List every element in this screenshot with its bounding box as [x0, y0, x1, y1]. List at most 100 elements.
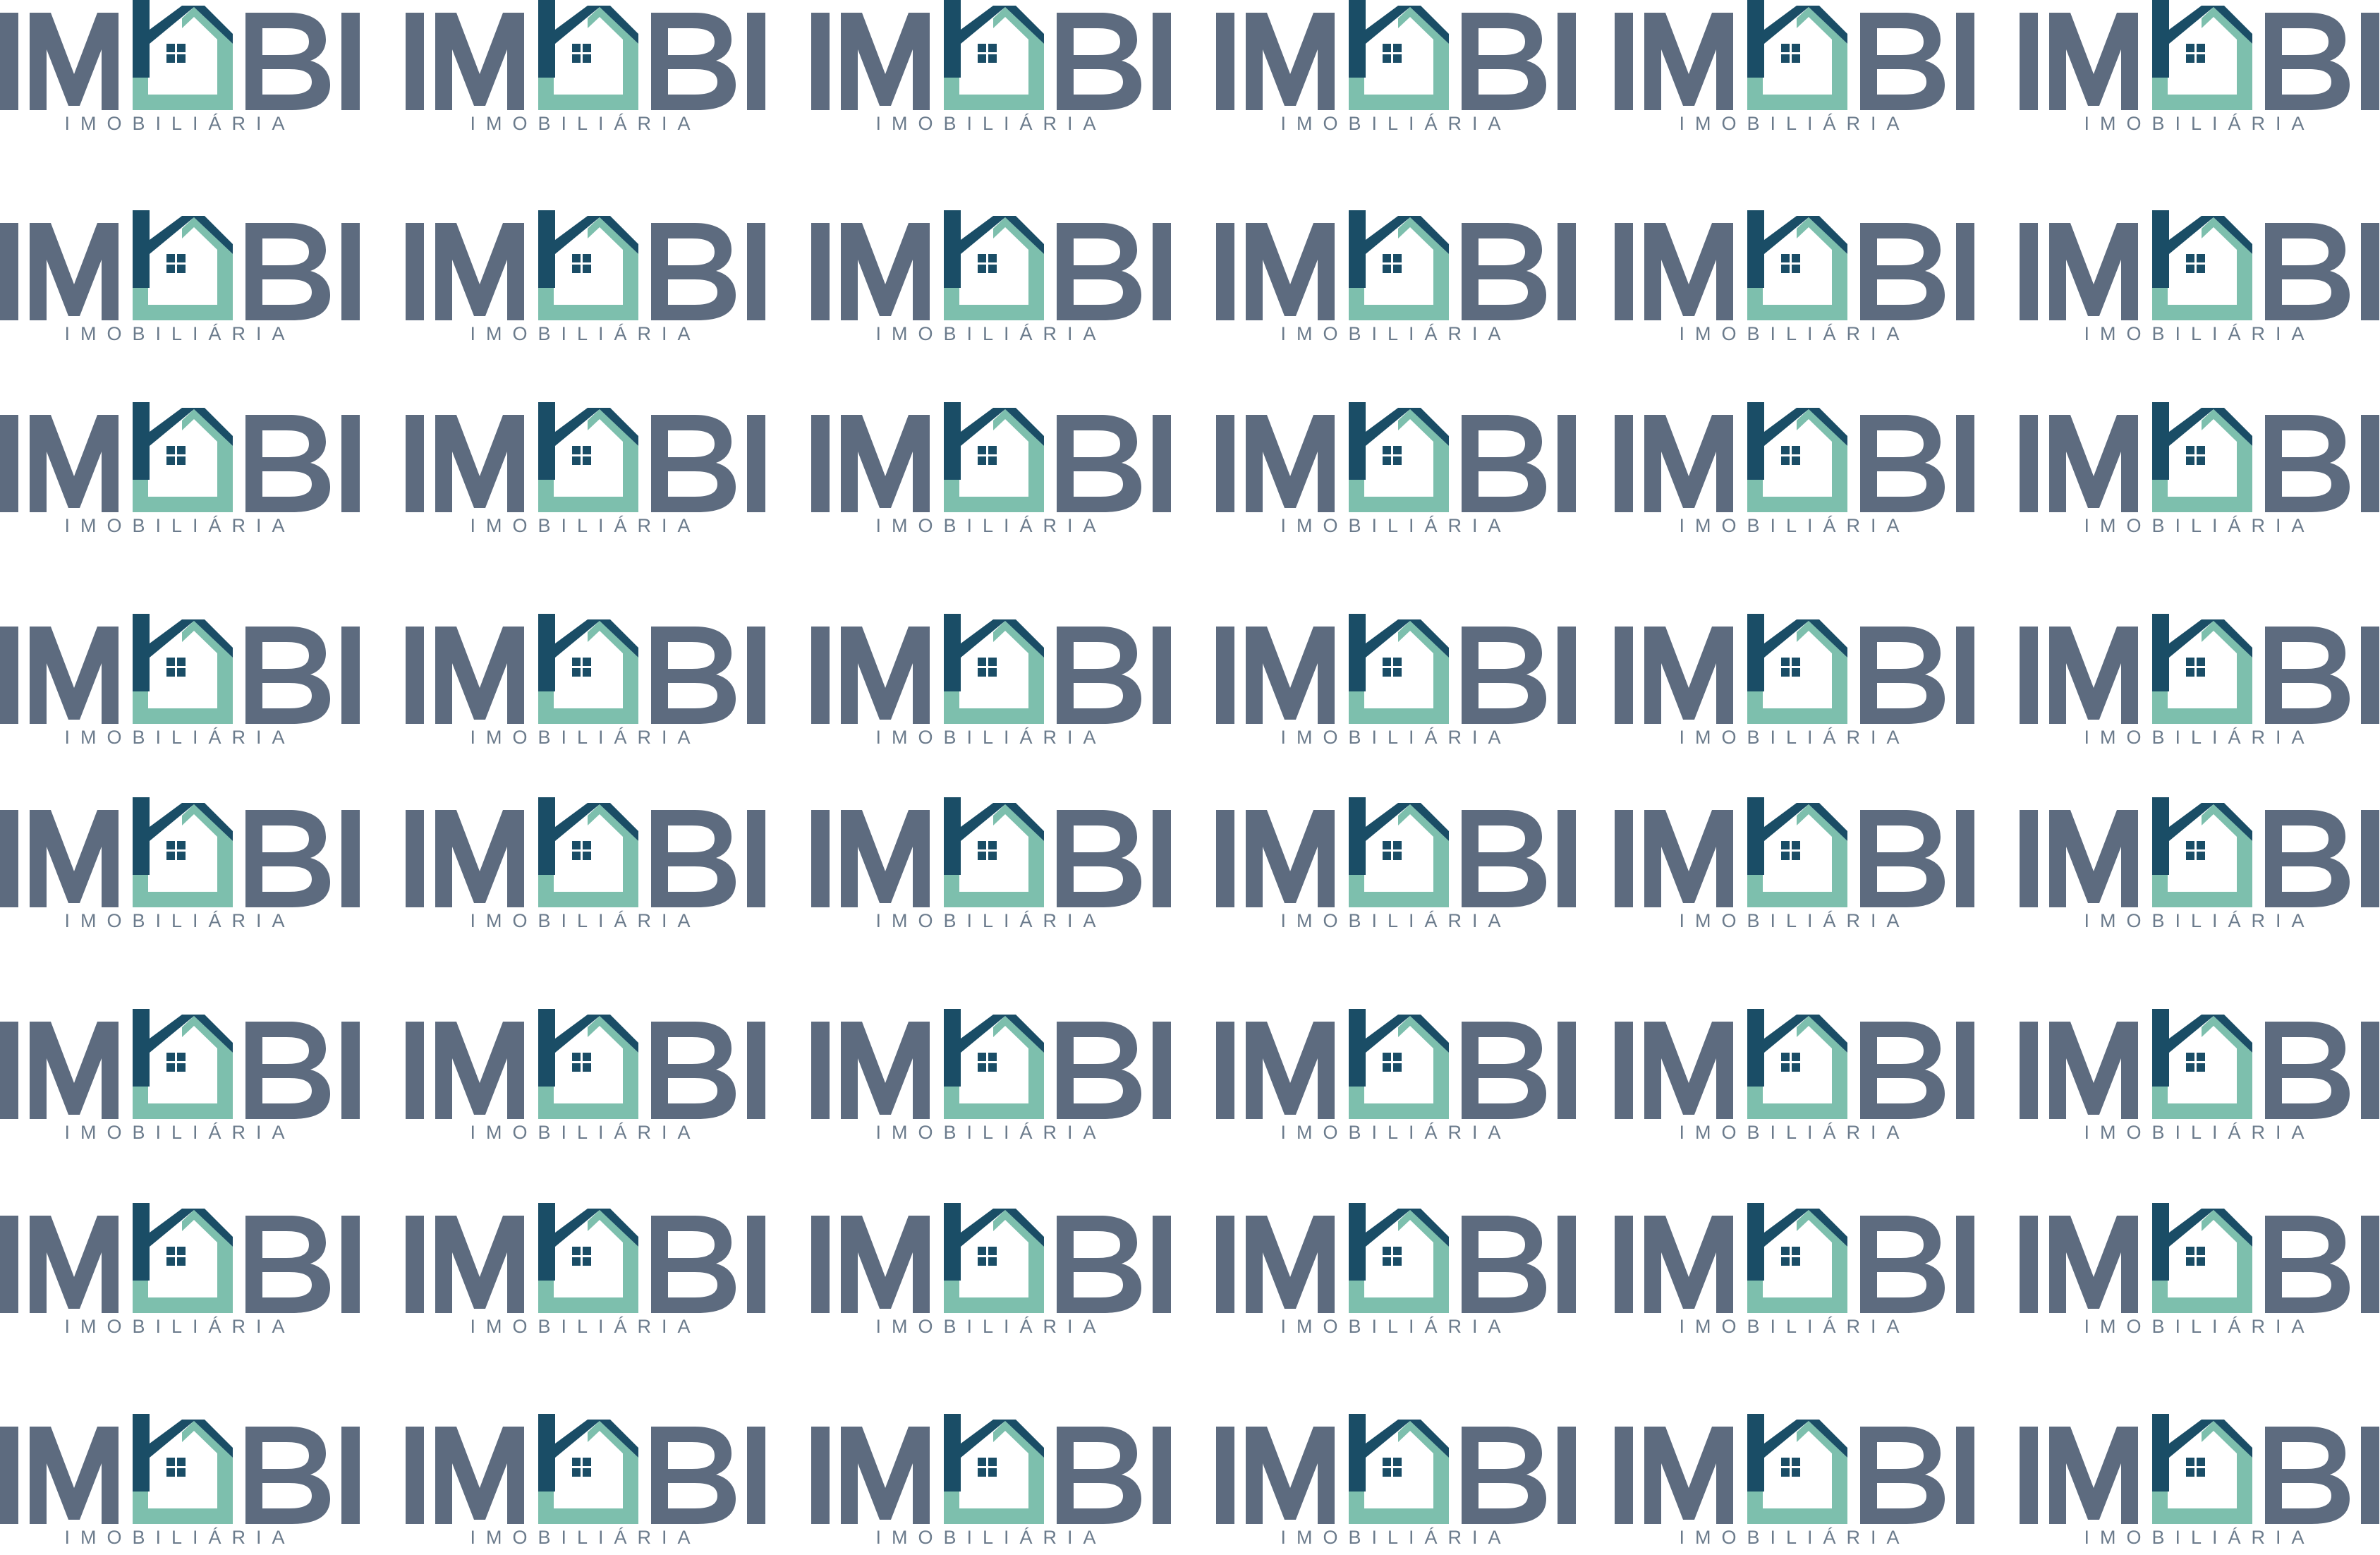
logo-tagline: IMOBILIÁRIA: [1679, 323, 1910, 344]
logo-tagline: IMOBILIÁRIA: [64, 515, 296, 536]
logo-tile: IMOBILIÁRIA: [2020, 1009, 2379, 1150]
logo-tile: IMOBILIÁRIA: [0, 0, 360, 141]
letter-b: [1057, 810, 1141, 907]
letter-i: [747, 627, 765, 724]
letter-i: [2020, 1427, 2038, 1524]
logo-tile: IMOBILIÁRIA: [2020, 614, 2379, 755]
house-icon: [1349, 614, 1449, 724]
logo-mark: [1615, 402, 1974, 512]
logo-tile: IMOBILIÁRIA: [1615, 1203, 1974, 1344]
letter-b: [651, 1022, 736, 1119]
letter-m: [841, 1022, 930, 1119]
letter-m: [2049, 415, 2138, 512]
house-icon: [133, 614, 233, 724]
logo-tile: IMOBILIÁRIA: [1615, 1414, 1974, 1555]
letter-i: [0, 415, 18, 512]
letter-m: [30, 810, 119, 907]
letter-i: [341, 1216, 360, 1313]
letter-i: [1216, 627, 1234, 724]
logo-tagline: IMOBILIÁRIA: [64, 1527, 296, 1548]
logo-tile: IMOBILIÁRIA: [0, 1414, 360, 1555]
logo-tile: IMOBILIÁRIA: [1216, 1203, 1576, 1344]
logo-tile: IMOBILIÁRIA: [406, 797, 765, 938]
letter-b: [1860, 13, 1945, 110]
letter-i: [1153, 1216, 1171, 1313]
letter-b: [1057, 13, 1141, 110]
logo-tile: IMOBILIÁRIA: [811, 0, 1171, 141]
house-icon: [1747, 1414, 1847, 1524]
logo-mark: [811, 402, 1171, 512]
letter-m: [30, 1216, 119, 1313]
logo-mark: [1216, 210, 1576, 320]
logo-tile: IMOBILIÁRIA: [2020, 210, 2379, 351]
logo-tagline: IMOBILIÁRIA: [1280, 910, 1512, 931]
logo-tagline: IMOBILIÁRIA: [1280, 113, 1512, 134]
letter-b: [2265, 1427, 2350, 1524]
logo-tagline: IMOBILIÁRIA: [1679, 113, 1910, 134]
letter-i: [747, 1216, 765, 1313]
letter-b: [1462, 627, 1546, 724]
logo-tile: IMOBILIÁRIA: [0, 1009, 360, 1150]
letter-m: [30, 13, 119, 110]
logo-mark: [2020, 1414, 2379, 1524]
letter-b: [1057, 223, 1141, 320]
letter-i: [341, 13, 360, 110]
letter-i: [1558, 223, 1576, 320]
house-icon: [1349, 210, 1449, 320]
letter-b: [1057, 1427, 1141, 1524]
letter-b: [245, 1427, 330, 1524]
logo-tile: IMOBILIÁRIA: [811, 210, 1171, 351]
letter-b: [1057, 1022, 1141, 1119]
logo-tile: IMOBILIÁRIA: [811, 1414, 1171, 1555]
letter-i: [1956, 223, 1974, 320]
letter-m: [2049, 1216, 2138, 1313]
logo-tile: IMOBILIÁRIA: [2020, 797, 2379, 938]
logo-tagline: IMOBILIÁRIA: [2084, 727, 2315, 748]
letter-b: [1860, 1022, 1945, 1119]
logo-tile: IMOBILIÁRIA: [1216, 1009, 1576, 1150]
letter-i: [406, 223, 424, 320]
letter-b: [2265, 1022, 2350, 1119]
logo-mark: [1216, 0, 1576, 110]
logo-tagline: IMOBILIÁRIA: [875, 515, 1107, 536]
letter-i: [811, 13, 830, 110]
house-icon: [133, 210, 233, 320]
letter-i: [1558, 627, 1576, 724]
logo-tagline: IMOBILIÁRIA: [1679, 515, 1910, 536]
letter-m: [30, 415, 119, 512]
house-icon: [1349, 1414, 1449, 1524]
logo-tagline: IMOBILIÁRIA: [2084, 515, 2315, 536]
house-icon: [538, 797, 638, 907]
letter-i: [1615, 13, 1633, 110]
logo-tagline: IMOBILIÁRIA: [64, 1316, 296, 1337]
letter-i: [1216, 1022, 1234, 1119]
logo-mark: [406, 0, 765, 110]
letter-i: [1956, 1216, 1974, 1313]
logo-mark: [1615, 1414, 1974, 1524]
letter-m: [1246, 627, 1335, 724]
logo-tile: IMOBILIÁRIA: [2020, 1203, 2379, 1344]
letter-m: [1644, 13, 1733, 110]
logo-tile: IMOBILIÁRIA: [811, 797, 1171, 938]
house-icon: [538, 614, 638, 724]
letter-i: [1615, 1427, 1633, 1524]
letter-m: [1644, 1216, 1733, 1313]
logo-tile: IMOBILIÁRIA: [2020, 402, 2379, 543]
logo-tagline: IMOBILIÁRIA: [470, 113, 701, 134]
letter-i: [747, 13, 765, 110]
letter-b: [1860, 223, 1945, 320]
letter-i: [811, 627, 830, 724]
letter-b: [2265, 13, 2350, 110]
letter-m: [1644, 1022, 1733, 1119]
letter-b: [245, 810, 330, 907]
letter-i: [2361, 810, 2379, 907]
letter-i: [406, 1216, 424, 1313]
letter-i: [811, 223, 830, 320]
letter-i: [1956, 810, 1974, 907]
logo-mark: [406, 402, 765, 512]
letter-i: [406, 810, 424, 907]
letter-i: [1558, 1216, 1576, 1313]
letter-b: [1462, 1022, 1546, 1119]
logo-tile: IMOBILIÁRIA: [406, 614, 765, 755]
letter-m: [435, 810, 524, 907]
